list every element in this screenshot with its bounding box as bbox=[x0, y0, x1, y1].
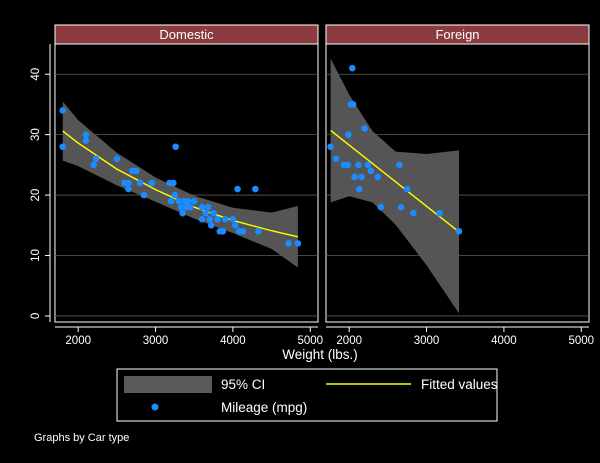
panel-title: Domestic bbox=[159, 27, 214, 42]
data-point bbox=[455, 228, 463, 235]
data-point bbox=[332, 155, 340, 163]
data-point bbox=[82, 131, 90, 138]
legend: 95% CI Fitted values Mileage (mpg) bbox=[116, 368, 498, 422]
x-tick-label: 3000 bbox=[143, 335, 169, 347]
data-point bbox=[255, 228, 262, 235]
data-point bbox=[82, 137, 90, 144]
data-point bbox=[179, 209, 186, 217]
x-tick-label: 3000 bbox=[414, 335, 440, 347]
data-point bbox=[221, 215, 229, 223]
data-point bbox=[214, 215, 221, 223]
data-point bbox=[190, 197, 198, 205]
data-point bbox=[171, 191, 179, 199]
data-point bbox=[219, 228, 227, 235]
x-tick-label: 5000 bbox=[568, 335, 594, 347]
panel-title: Foreign bbox=[435, 27, 479, 42]
x-axis-title: Weight (lbs.) bbox=[282, 347, 358, 362]
data-point bbox=[239, 228, 247, 235]
data-point bbox=[410, 209, 417, 217]
data-point bbox=[172, 143, 179, 151]
data-point bbox=[252, 185, 259, 193]
y-tick-label: 40 bbox=[30, 68, 42, 81]
data-point bbox=[59, 107, 67, 114]
data-point bbox=[148, 179, 155, 187]
x-tick-label: 5000 bbox=[297, 335, 323, 347]
data-point bbox=[377, 203, 385, 211]
panel-domestic: Domestic 2000 3000 4000 5000 0 10 20 30 40 bbox=[30, 24, 323, 347]
data-point bbox=[206, 215, 214, 223]
data-point bbox=[198, 203, 206, 211]
data-point bbox=[175, 197, 183, 205]
data-point bbox=[403, 185, 411, 193]
data-point bbox=[132, 167, 140, 175]
data-point bbox=[59, 143, 67, 151]
panel-foreign: Foreign 2000 3000 4000 5000 bbox=[325, 24, 594, 347]
data-point bbox=[349, 64, 356, 72]
data-point bbox=[136, 179, 144, 187]
data-point bbox=[198, 215, 206, 223]
legend-ci-label: 95% CI bbox=[221, 377, 265, 392]
legend-points-swatch bbox=[151, 403, 159, 411]
data-point bbox=[364, 161, 372, 169]
data-point bbox=[374, 173, 382, 181]
panels: Domestic 2000 3000 4000 5000 0 10 20 30 40 Foreign… bbox=[30, 24, 594, 347]
data-point bbox=[210, 209, 217, 217]
data-point bbox=[229, 215, 237, 223]
data-point bbox=[358, 173, 365, 181]
data-point bbox=[187, 203, 194, 211]
data-point bbox=[327, 143, 334, 151]
x-tick-label: 2000 bbox=[336, 335, 362, 347]
y-tick-label: 10 bbox=[30, 249, 42, 262]
data-point bbox=[125, 179, 132, 187]
data-point bbox=[351, 173, 358, 181]
data-point bbox=[140, 191, 148, 199]
fitted-line bbox=[62, 130, 299, 238]
legend-fit-label: Fitted values bbox=[421, 377, 498, 392]
data-point bbox=[170, 179, 177, 187]
data-point bbox=[397, 203, 405, 211]
y-tick-label: 0 bbox=[30, 313, 42, 319]
data-point bbox=[355, 161, 362, 169]
x-tick-label: 4000 bbox=[491, 335, 517, 347]
data-point bbox=[294, 240, 302, 247]
data-point bbox=[345, 131, 352, 138]
data-point bbox=[92, 155, 100, 163]
data-point bbox=[396, 161, 403, 169]
data-point bbox=[125, 185, 132, 193]
data-point bbox=[113, 155, 121, 163]
data-point bbox=[231, 222, 239, 229]
x-tick-label: 4000 bbox=[220, 335, 246, 347]
data-point bbox=[202, 209, 210, 217]
ci-band bbox=[330, 58, 460, 314]
data-point bbox=[349, 101, 357, 108]
data-point bbox=[90, 161, 97, 169]
note: Graphs by Car type bbox=[34, 432, 129, 444]
data-point bbox=[234, 185, 241, 193]
y-tick-label: 20 bbox=[30, 189, 42, 202]
data-point bbox=[167, 197, 175, 205]
data-point bbox=[344, 161, 351, 169]
y-tick-label: 30 bbox=[30, 128, 42, 141]
data-point bbox=[355, 185, 363, 193]
legend-ci-swatch bbox=[124, 376, 212, 393]
data-point bbox=[184, 197, 192, 205]
legend-points-label: Mileage (mpg) bbox=[221, 400, 307, 415]
data-point bbox=[177, 203, 185, 211]
data-point bbox=[285, 240, 292, 247]
data-point bbox=[207, 222, 215, 229]
plot-area bbox=[54, 43, 319, 323]
data-point bbox=[436, 209, 444, 217]
data-point bbox=[361, 125, 368, 132]
data-point bbox=[204, 203, 212, 211]
x-tick-label: 2000 bbox=[65, 335, 91, 347]
data-point bbox=[367, 167, 375, 175]
ci-band bbox=[62, 101, 298, 268]
